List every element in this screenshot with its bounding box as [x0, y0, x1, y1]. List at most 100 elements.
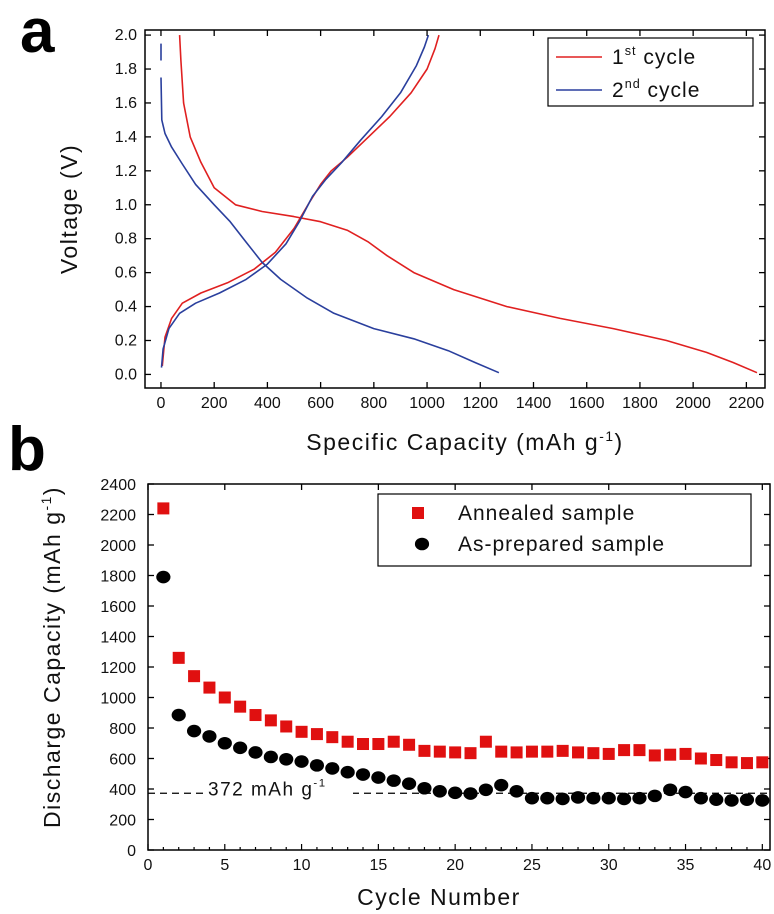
marker-as-prepared — [463, 787, 478, 800]
legend-marker-circle — [414, 537, 430, 551]
marker-as-prepared — [386, 774, 401, 787]
marker-as-prepared — [693, 791, 708, 805]
marker-annealed — [234, 700, 247, 713]
marker-as-prepared — [494, 778, 509, 792]
marker-annealed — [295, 725, 308, 738]
x-tick-label: 5 — [220, 857, 229, 874]
y-axis-label-part: Discharge Capacity (mAh g — [39, 511, 65, 828]
series-line-1 — [161, 34, 440, 366]
x-axis-label-part: Specific Capacity (mAh g — [306, 429, 599, 455]
legend-label-part: cycle — [641, 79, 701, 102]
reference-label-bg — [203, 774, 353, 797]
marker-annealed — [618, 744, 631, 757]
reference-line-label-part: 372 mAh g — [208, 779, 313, 800]
marker-annealed — [157, 502, 170, 515]
y-tick-label: 1.2 — [115, 163, 137, 180]
marker-as-prepared — [724, 794, 739, 807]
marker-annealed — [203, 681, 216, 694]
series-line-2 — [160, 77, 500, 374]
reference-line-label-part: -1 — [313, 777, 326, 789]
marker-as-prepared — [294, 755, 309, 768]
marker-as-prepared — [739, 793, 755, 806]
x-tick-label: 1000 — [409, 395, 445, 412]
x-tick-label: 2000 — [675, 395, 711, 412]
panel-b-letter: b — [8, 415, 46, 484]
chart-a: 0.0 0.2 0.4 0.6 0.8 1.0 1.2 1.4 1.6 1.8 2.0 0 200 400… — [56, 27, 766, 455]
marker-as-prepared — [678, 785, 693, 799]
legend-label: Annealed sample — [458, 502, 635, 525]
marker-annealed — [464, 747, 477, 760]
marker-as-prepared — [417, 781, 432, 795]
x-axis-label-part: ) — [615, 429, 624, 455]
x-tick-label: 30 — [600, 857, 618, 874]
x-tick-label: 15 — [369, 857, 387, 874]
marker-as-prepared — [309, 759, 325, 772]
marker-as-prepared — [570, 791, 586, 804]
legend-label: 1st cycle — [612, 44, 696, 69]
series-line-2 — [160, 34, 430, 368]
marker-as-prepared — [616, 792, 632, 806]
marker-annealed — [326, 731, 339, 744]
marker-as-prepared — [755, 794, 770, 807]
marker-as-prepared — [171, 708, 186, 722]
x-tick-label: 1400 — [516, 395, 552, 412]
marker-annealed — [280, 720, 293, 733]
marker-annealed — [249, 709, 262, 722]
x-tick-label: 40 — [753, 857, 771, 874]
marker-as-prepared — [248, 746, 263, 759]
marker-annealed — [264, 714, 277, 727]
y-axis-label: Discharge Capacity (mAh g-1) — [39, 486, 65, 828]
marker-as-prepared — [586, 791, 601, 805]
legend-box — [547, 37, 754, 107]
marker-annealed — [679, 747, 692, 760]
marker-annealed — [572, 746, 585, 759]
marker-annealed — [541, 745, 554, 758]
y-tick-label: 2.0 — [115, 27, 137, 44]
y-tick-label: 1.8 — [115, 61, 137, 78]
y-axis-label-group: Discharge Capacity (mAh g-1) — [39, 486, 65, 828]
x-tick-label: 35 — [677, 857, 695, 874]
marker-as-prepared — [401, 777, 417, 790]
x-tick-label: 0 — [157, 395, 166, 412]
y-tick-label: 2000 — [100, 538, 136, 555]
marker-annealed — [341, 735, 354, 748]
marker-annealed — [418, 744, 431, 757]
x-tick-label: 10 — [293, 857, 311, 874]
x-tick-label: 600 — [307, 395, 334, 412]
marker-as-prepared — [524, 791, 540, 805]
marker-as-prepared — [478, 783, 493, 797]
x-axis-label: Specific Capacity (mAh g-1) — [306, 429, 623, 455]
x-tick-label: 1600 — [569, 395, 605, 412]
x-tick-label: 20 — [446, 857, 464, 874]
legend-label: 2nd cycle — [612, 77, 700, 102]
y-axis-label-part: ) — [39, 486, 65, 495]
y-tick-label: 200 — [109, 813, 136, 830]
marker-annealed — [449, 746, 462, 759]
x-tick-label: 200 — [201, 395, 228, 412]
chart-b: 0200400600800100012001400160018002000220… — [39, 477, 771, 910]
marker-annealed — [357, 738, 370, 751]
marker-as-prepared — [263, 750, 278, 764]
y-tick-label: 0.4 — [115, 299, 137, 316]
marker-as-prepared — [340, 765, 355, 779]
marker-as-prepared — [540, 791, 555, 805]
marker-annealed — [495, 745, 508, 758]
marker-as-prepared — [632, 791, 647, 805]
y-tick-label: 400 — [109, 782, 136, 799]
marker-as-prepared — [663, 783, 678, 797]
legend-label-part: nd — [625, 77, 641, 91]
y-tick-label: 2200 — [100, 508, 136, 525]
marker-as-prepared — [202, 730, 217, 743]
x-tick-label: 1800 — [622, 395, 658, 412]
y-axis-label: Voltage (V) — [56, 144, 82, 274]
legend-label-part: st — [625, 44, 637, 58]
y-tick-label: 1.6 — [115, 95, 137, 112]
y-tick-label: 2400 — [100, 477, 136, 494]
x-tick-label: 800 — [360, 395, 387, 412]
marker-annealed — [479, 735, 492, 748]
marker-as-prepared — [156, 570, 171, 584]
marker-as-prepared — [279, 752, 294, 766]
marker-as-prepared — [186, 724, 202, 738]
marker-annealed — [664, 748, 677, 761]
